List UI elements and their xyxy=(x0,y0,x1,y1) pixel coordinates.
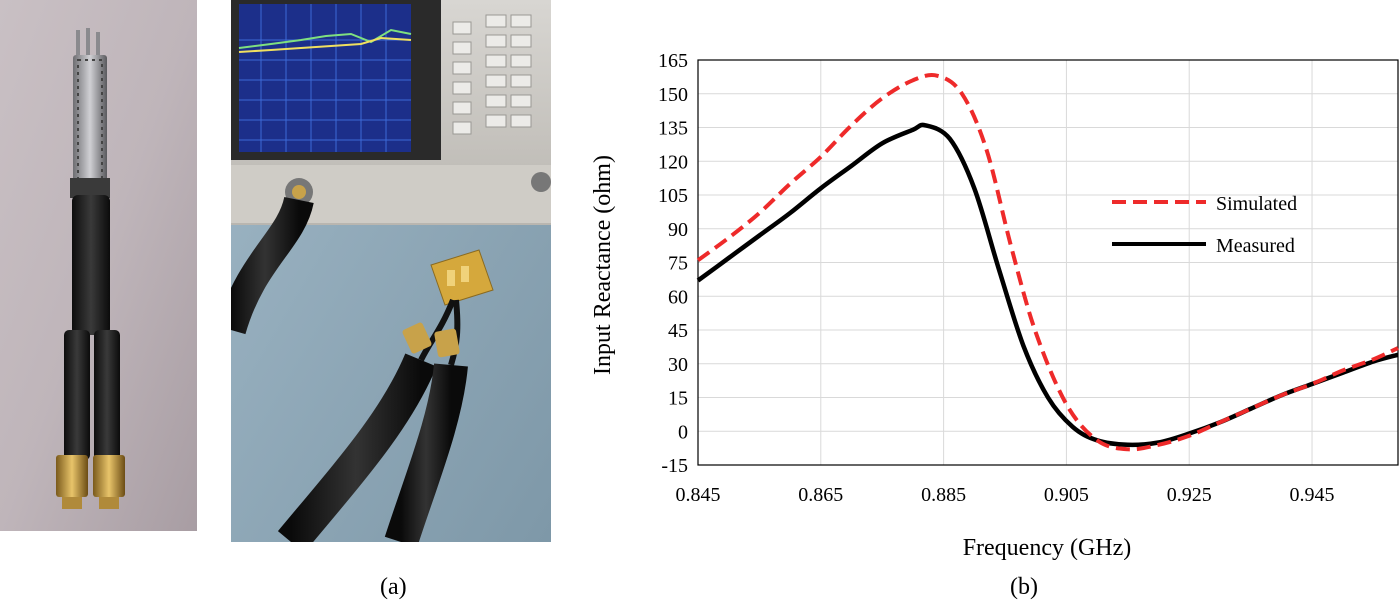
y-axis-label: Input Reactance (ohm) xyxy=(590,155,616,375)
y-tick-label: -15 xyxy=(661,455,688,477)
chart-legend: Simulated Measured xyxy=(1112,193,1297,257)
panel-label-a: (a) xyxy=(380,574,407,600)
y-tick-labels: -15 0 15 30 45 60 75 90 105 120 135 150 165 xyxy=(658,50,688,477)
probe-photo-drawing xyxy=(0,0,197,531)
chart-axes xyxy=(697,59,1399,466)
x-tick-label: 0.885 xyxy=(921,484,966,506)
chart-series xyxy=(696,73,1399,452)
probe-photo xyxy=(0,0,197,531)
plot-frame xyxy=(697,59,1399,466)
y-tick-label: 45 xyxy=(668,320,688,342)
analyzer-setup-photo xyxy=(231,0,551,542)
x-tick-label: 0.925 xyxy=(1167,484,1212,506)
y-tick-label: 90 xyxy=(668,219,688,241)
chart-grid xyxy=(697,59,1398,466)
y-tick-label: 105 xyxy=(658,185,688,207)
x-tick-label: 0.905 xyxy=(1044,484,1089,506)
series-line-simulated xyxy=(696,73,1399,452)
x-tick-label: 0.865 xyxy=(798,484,843,506)
x-tick-label: 0.945 xyxy=(1290,484,1335,506)
y-tick-label: 135 xyxy=(658,118,688,140)
y-tick-label: 150 xyxy=(658,84,688,106)
y-tick-label: 15 xyxy=(668,388,688,410)
panel-label-b: (b) xyxy=(1010,574,1038,600)
legend-label-simulated: Simulated xyxy=(1216,193,1297,215)
x-tick-label: 0.845 xyxy=(676,484,721,506)
legend-label-measured: Measured xyxy=(1216,235,1295,257)
y-tick-label: 30 xyxy=(668,354,688,376)
analyzer-setup-drawing xyxy=(231,0,551,542)
x-axis-label: Frequency (GHz) xyxy=(963,535,1132,560)
y-tick-label: 0 xyxy=(678,421,688,443)
y-tick-label: 165 xyxy=(658,50,688,72)
y-tick-label: 120 xyxy=(658,151,688,173)
y-tick-label: 60 xyxy=(668,286,688,308)
y-tick-label: 75 xyxy=(668,253,688,275)
x-tick-labels: 0.845 0.865 0.885 0.905 0.925 0.945 xyxy=(676,484,1335,506)
